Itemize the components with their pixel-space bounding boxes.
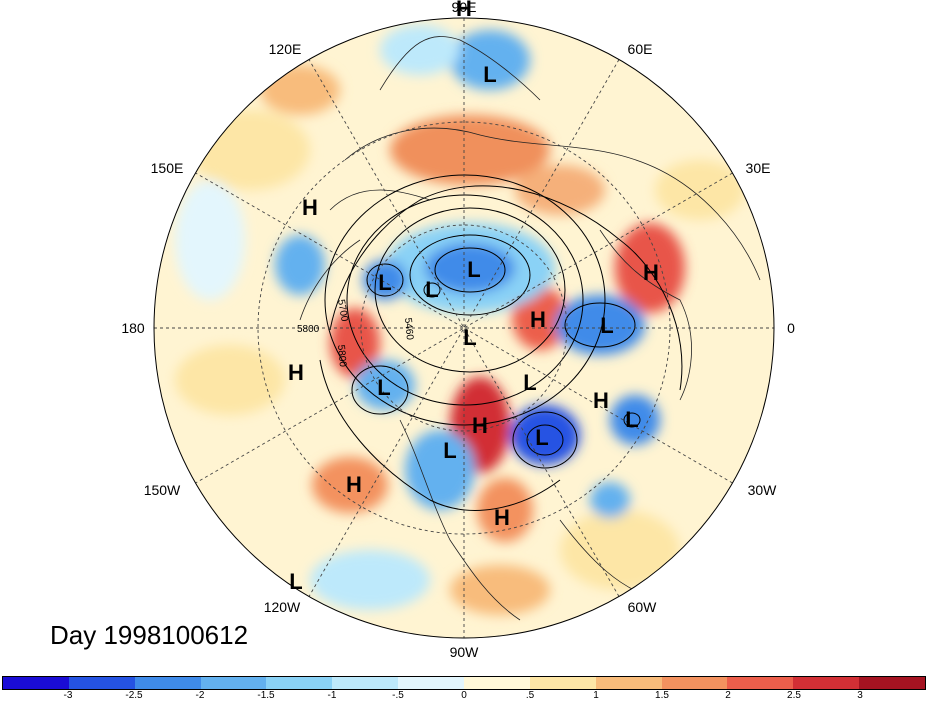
- colorbar-swatch: [200, 677, 267, 689]
- pressure-center: L: [425, 277, 438, 302]
- height-contours: [319, 174, 683, 511]
- lon-label: 0: [787, 320, 795, 336]
- colorbar: [2, 676, 926, 690]
- colorbar-swatch: [529, 677, 596, 689]
- lon-label: 120W: [264, 599, 301, 615]
- colorbar-swatch: [332, 677, 399, 689]
- colorbar-tick-label: 2: [725, 690, 731, 701]
- colorbar-tick-label: 2.5: [787, 690, 801, 701]
- colorbar-tick-label: -1: [327, 690, 337, 701]
- pressure-center: H: [288, 360, 304, 385]
- pressure-center: H: [494, 505, 510, 530]
- colorbar-tick-label: 3: [857, 690, 863, 701]
- coastlines: [299, 36, 761, 621]
- pressure-center: L: [377, 375, 390, 400]
- pressure-center: H: [302, 195, 318, 220]
- anomaly-field: [154, 18, 774, 638]
- pressure-center: H: [346, 472, 362, 497]
- contour-label: 5700: [335, 299, 350, 323]
- colorbar-swatch: [661, 677, 728, 689]
- pressure-center: L: [378, 270, 391, 295]
- pressure-centers: H L L L L H L L H L L L H H L H L H H L …: [288, 0, 659, 594]
- pressure-center: L: [625, 407, 638, 432]
- polar-map: 90E 60E 30E 0 30W 60W 90W 120W 150W 180 …: [121, 0, 795, 660]
- contour-label: 5800: [335, 344, 348, 368]
- colorbar-swatch: [793, 677, 860, 689]
- map-boundary: [153, 17, 775, 639]
- pressure-center: H: [456, 0, 472, 21]
- colorbar-swatch: [68, 677, 135, 689]
- pressure-center: L: [467, 257, 480, 282]
- date-label: Day 1998100612: [50, 620, 249, 650]
- colorbar-swatch: [3, 677, 69, 689]
- pressure-center: H: [593, 388, 609, 413]
- contour-label: 5800: [297, 324, 320, 335]
- lon-label: 180: [121, 320, 145, 336]
- graticule: [154, 18, 774, 638]
- lon-label: 150W: [144, 482, 181, 498]
- lon-label: 60E: [628, 41, 653, 57]
- colorbar-tick-label: -2: [195, 690, 205, 701]
- pressure-center: L: [443, 438, 456, 463]
- lon-label: 90E: [452, 0, 477, 15]
- pressure-center: H: [530, 307, 546, 332]
- colorbar-ticks: -3 -2.5 -2 -1.5 -1 -.5 0 .5 1 1.5 2 2.5 3: [2, 690, 926, 702]
- pressure-center: L: [463, 325, 476, 350]
- colorbar-tick-label: -.5: [392, 690, 404, 701]
- colorbar-tick-label: 1: [593, 690, 599, 701]
- pressure-center: L: [483, 62, 496, 87]
- colorbar-tick-label: -3: [63, 690, 73, 701]
- colorbar-tick-label: .5: [525, 690, 535, 701]
- lon-label: 30E: [746, 160, 771, 176]
- colorbar-tick-label: 1.5: [655, 690, 669, 701]
- lon-label: 150E: [151, 160, 184, 176]
- pressure-center: H: [472, 413, 488, 438]
- contour-labels: 5700 5800 5460 5800: [297, 299, 415, 368]
- contour-label: 5460: [402, 317, 415, 341]
- lon-label: 30W: [748, 482, 778, 498]
- pressure-center: L: [523, 370, 536, 395]
- longitude-labels: 90E 60E 30E 0 30W 60W 90W 120W 150W 180 …: [121, 0, 795, 660]
- colorbar-tick-label: -2.5: [125, 690, 143, 701]
- colorbar-swatch: [464, 677, 530, 689]
- lon-label: 120E: [269, 41, 302, 57]
- colorbar-swatch: [398, 677, 465, 689]
- pressure-center: L: [289, 569, 302, 594]
- pressure-center: L: [535, 425, 548, 450]
- colorbar-swatch: [134, 677, 201, 689]
- colorbar-swatch: [595, 677, 662, 689]
- colorbar-swatch: [859, 677, 926, 689]
- pressure-center: H: [643, 260, 659, 285]
- lon-label: 90W: [450, 644, 480, 660]
- lon-label: 60W: [628, 599, 658, 615]
- colorbar-tick-label: -1.5: [257, 690, 275, 701]
- colorbar-swatch: [727, 677, 794, 689]
- colorbar-swatch: [266, 677, 333, 689]
- pressure-center: L: [600, 313, 613, 338]
- colorbar-tick-label: 0: [461, 690, 467, 701]
